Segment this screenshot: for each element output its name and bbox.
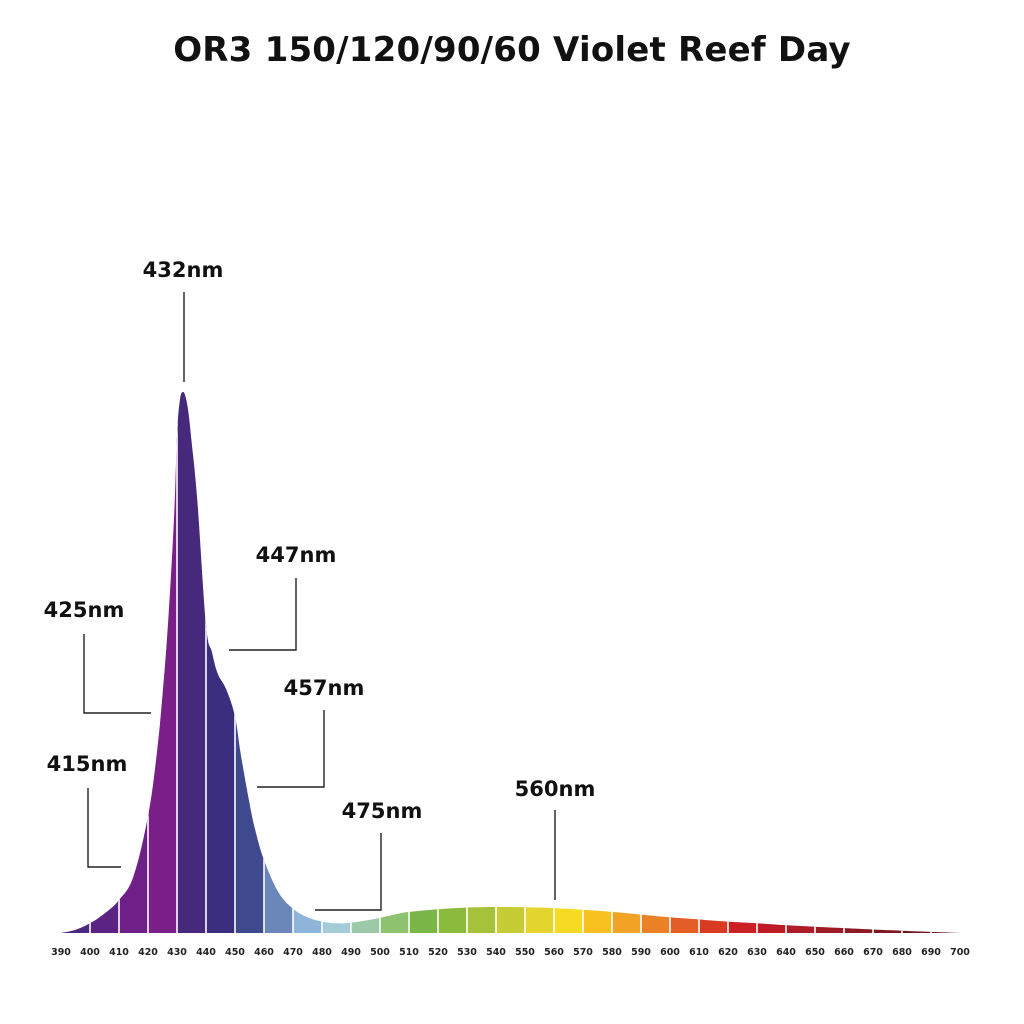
x-tick-label: 670 [863,947,883,958]
x-tick-label: 510 [399,947,419,958]
x-tick-label: 520 [428,947,448,958]
x-tick-label: 620 [718,947,738,958]
band-660-670 [844,391,874,933]
band-610-620 [699,391,729,933]
chart-title: OR3 150/120/90/60 Violet Reef Day [173,30,851,70]
x-tick-label: 680 [892,947,912,958]
band-670-680 [873,391,903,933]
band-650-660 [815,391,845,933]
band-520-530 [438,391,468,933]
x-tick-label: 660 [834,947,854,958]
band-580-590 [612,391,642,933]
x-tick-label: 590 [631,947,651,958]
band-460-470 [264,391,294,933]
x-tick-label: 480 [312,947,332,958]
band-490-500 [351,391,381,933]
peak-label-560: 560nm [515,777,596,801]
x-tick-label: 390 [51,947,71,958]
band-620-630 [728,391,758,933]
x-tick-label: 610 [689,947,709,958]
x-tick-label: 470 [283,947,303,958]
x-axis-ticks: 390 400 410 420 430 440 450 460 470 480 490 500 510 5… [51,947,970,958]
x-tick-label: 460 [254,947,274,958]
band-550-560 [525,391,555,933]
x-tick-label: 560 [544,947,564,958]
x-tick-label: 690 [921,947,941,958]
band-560-570 [554,391,584,933]
band-540-550 [496,391,526,933]
peak-label-425: 425nm [44,598,125,622]
leader-line-447 [229,578,297,651]
peak-label-447: 447nm [256,543,337,567]
x-tick-label: 400 [80,947,100,958]
band-500-510 [380,391,410,933]
spectrum-bands [61,391,960,933]
x-tick-label: 580 [602,947,622,958]
band-480-490 [322,391,352,933]
x-tick-label: 410 [109,947,129,958]
x-tick-label: 420 [138,947,158,958]
x-tick-label: 650 [805,947,825,958]
x-tick-label: 490 [341,947,361,958]
x-tick-label: 530 [457,947,477,958]
x-tick-label: 440 [196,947,216,958]
leader-line-457 [257,710,325,788]
band-600-610 [670,391,700,933]
leader-line-415 [87,788,121,868]
band-420-430 [148,391,178,933]
peak-label-432: 432nm [143,258,224,282]
band-640-650 [786,391,816,933]
x-tick-label: 450 [225,947,245,958]
band-570-580 [583,391,613,933]
peak-label-457: 457nm [284,676,365,700]
band-410-420 [119,391,149,933]
band-450-460 [235,391,265,933]
band-680-690 [902,391,932,933]
band-390-400 [61,391,91,933]
x-tick-label: 500 [370,947,390,958]
band-690-700 [931,391,960,933]
leader-line-475 [315,833,382,911]
x-tick-label: 570 [573,947,593,958]
x-tick-label: 540 [486,947,506,958]
band-470-480 [293,391,323,933]
leader-line-425 [83,634,151,714]
band-590-600 [641,391,671,933]
x-tick-label: 640 [776,947,796,958]
x-tick-label: 550 [515,947,535,958]
band-510-520 [409,391,439,933]
x-tick-label: 630 [747,947,767,958]
peak-annotations: 432nm 447nm 425nm 457nm 415nm 475nm 560nm [44,258,596,911]
peak-label-415: 415nm [47,752,128,776]
peak-label-475: 475nm [342,799,423,823]
band-440-450 [206,391,236,933]
x-tick-label: 600 [660,947,680,958]
x-tick-label: 430 [167,947,187,958]
band-530-540 [467,391,497,933]
band-430-440 [177,391,207,933]
band-630-640 [757,391,787,933]
band-400-410 [90,391,120,933]
x-tick-label: 700 [950,947,970,958]
